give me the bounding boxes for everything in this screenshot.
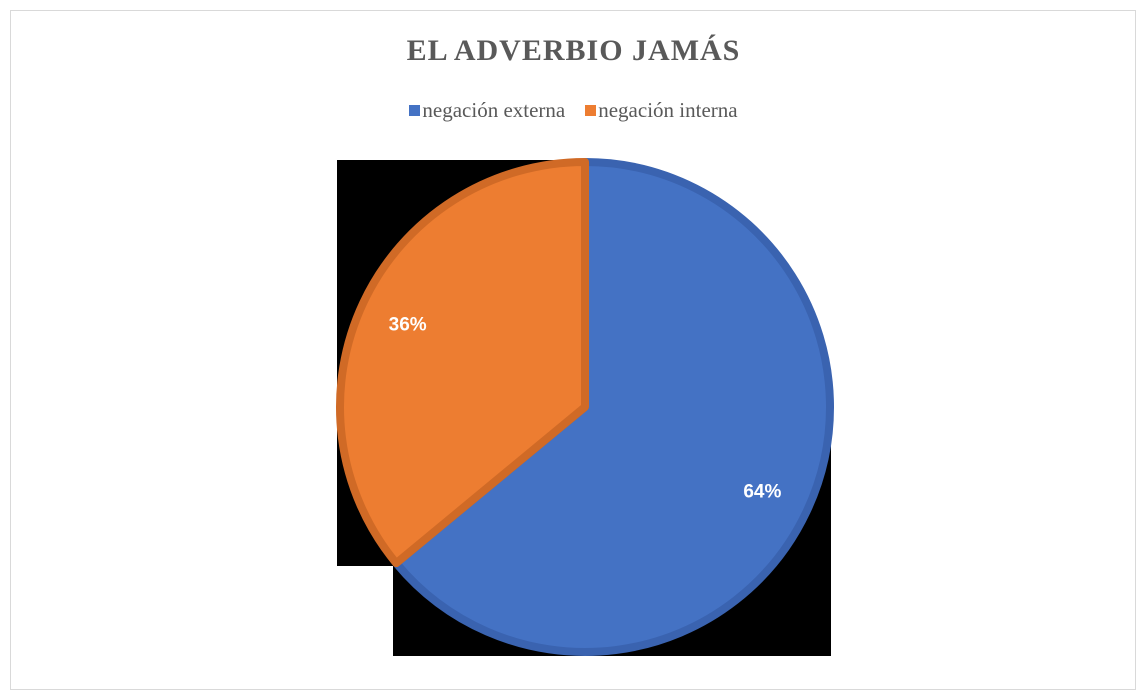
legend-swatch-negacion-externa <box>409 105 421 116</box>
data-label-negacion-externa: 64% <box>743 481 781 502</box>
legend-item-negacion-interna: negación interna <box>585 98 738 123</box>
legend: negación externa negación interna <box>0 98 1147 123</box>
legend-label-negacion-externa: negación externa <box>422 98 566 122</box>
legend-label-negacion-interna: negación interna <box>598 98 738 122</box>
data-label-negacion-interna: 36% <box>389 315 427 336</box>
pie-slice-negacion-interna <box>336 158 589 568</box>
legend-item-negacion-externa: negación externa <box>409 98 565 123</box>
chart-title: EL ADVERBIO JAMÁS <box>406 34 741 67</box>
pie-slice-negacion-externa <box>392 158 834 656</box>
legend-swatch-negacion-interna <box>585 105 597 116</box>
